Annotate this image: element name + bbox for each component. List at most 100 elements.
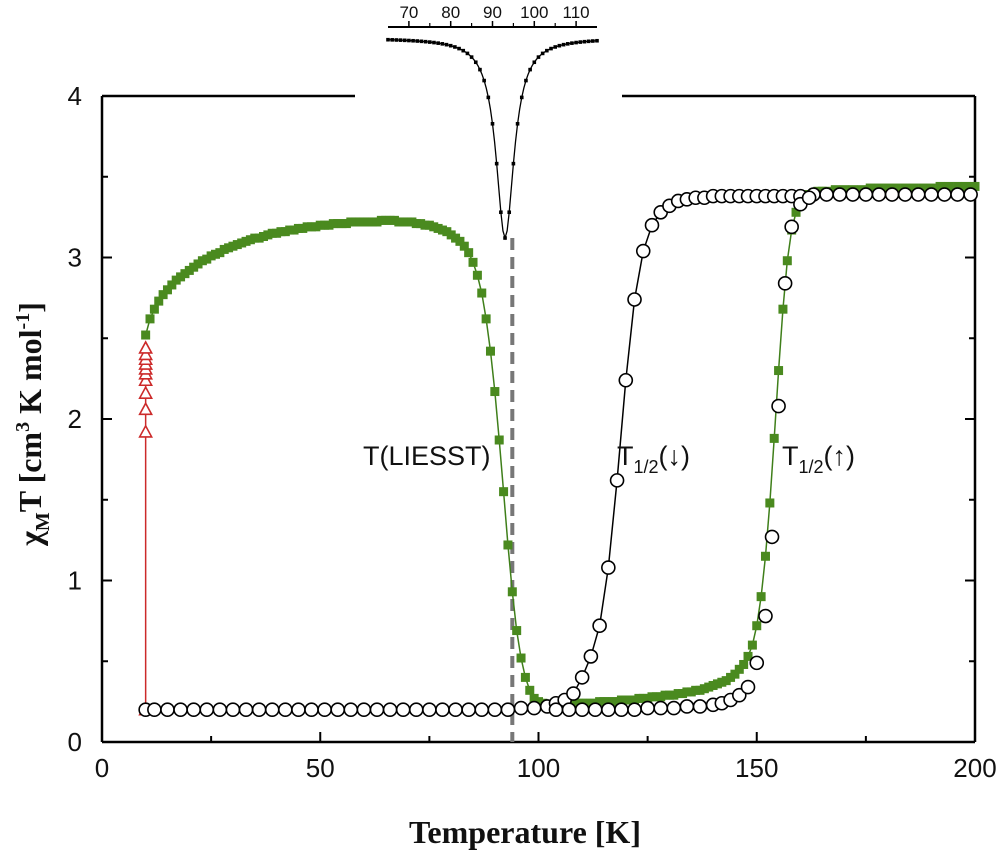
inset-derivative-point — [532, 60, 537, 65]
inset-derivative-point — [486, 95, 491, 100]
annotation-t-half-down-arrow: (↓) — [659, 441, 690, 471]
green-square-point — [782, 256, 792, 266]
inset-derivative-point — [515, 121, 520, 126]
annotation-t-half-down-t: T — [617, 441, 634, 471]
open-circle-point — [740, 679, 756, 695]
inset-derivative-point — [428, 40, 432, 44]
circle-series — [138, 187, 978, 718]
inset-derivative-point — [565, 42, 570, 46]
inset-derivative-point — [482, 78, 486, 83]
annotation-t-half-down: T1/2(↓) — [617, 441, 690, 477]
open-circle-point — [251, 702, 267, 718]
annotation-t-liesst: T(LIESST) — [363, 441, 491, 471]
green-square-point — [455, 236, 465, 246]
open-circle-point — [225, 702, 241, 718]
open-circle-point — [845, 187, 861, 202]
open-circle-point — [601, 560, 616, 575]
inset-tick-label: 80 — [441, 3, 460, 22]
open-circle-point — [614, 702, 629, 718]
inset-derivative-point — [398, 38, 403, 42]
inset-derivative-point — [570, 41, 574, 45]
inset-derivative-point — [545, 48, 549, 53]
open-circle-point — [561, 702, 577, 718]
green-square-point — [918, 183, 928, 193]
open-circle-point — [653, 700, 669, 716]
inset-derivative-point — [411, 38, 415, 43]
y-axis-sub: M — [32, 512, 54, 531]
green-square-point — [739, 659, 749, 669]
green-square-point — [909, 183, 919, 193]
open-circle-point — [587, 702, 603, 718]
inset-derivative-point — [595, 38, 599, 43]
open-circle-point — [566, 686, 581, 701]
green-square-point — [756, 592, 766, 602]
inset-derivative-point — [469, 55, 474, 59]
inset-derivative-point — [394, 38, 399, 42]
y-axis-sup1: 3 — [12, 422, 34, 432]
inset-derivative-point — [557, 43, 562, 48]
open-circle-point — [199, 702, 215, 718]
inset-derivative-point — [490, 121, 495, 126]
open-circle-point — [601, 702, 616, 718]
inset-derivative-point — [553, 45, 557, 49]
axis-ticks: 0 50 100 150 200 0 1 2 3 4 — [68, 81, 997, 783]
green-square-point — [953, 181, 963, 191]
x-tick-label: 0 — [95, 753, 109, 783]
open-circle-point — [369, 702, 385, 718]
open-circle-point — [749, 655, 765, 671]
open-circle-point — [609, 473, 625, 488]
green-square-point — [145, 314, 155, 324]
open-circle-point — [435, 702, 450, 718]
inset-derivative-point — [432, 40, 436, 45]
open-circle-point — [871, 187, 887, 202]
open-circle-point — [627, 292, 642, 307]
open-circle-point — [731, 687, 747, 703]
inset-derivative-point — [419, 39, 424, 44]
open-circle-point — [910, 187, 926, 202]
inset-derivative-point — [444, 42, 449, 47]
open-circle-point — [897, 187, 913, 202]
open-circle-point — [317, 702, 332, 718]
inset-derivative-point — [453, 45, 457, 49]
open-triangle-point — [138, 401, 153, 416]
green-square-point — [472, 270, 482, 280]
annotation-t-half-down-sub: 1/2 — [634, 457, 659, 477]
x-tick-label: 200 — [953, 753, 996, 783]
green-square-point — [154, 296, 164, 306]
inset-derivative-point — [524, 78, 528, 83]
y-tick-label: 4 — [68, 81, 82, 111]
green-square-point — [507, 587, 517, 597]
green-square-point — [769, 433, 779, 443]
x-tick-label: 50 — [306, 753, 335, 783]
inset-derivative-point — [582, 39, 587, 44]
green-square-point — [485, 346, 495, 356]
inset-derivative-point — [499, 210, 503, 215]
green-square-point — [516, 653, 526, 663]
green-square-point — [167, 280, 177, 290]
inset-tick-label: 110 — [563, 3, 590, 22]
open-triangle-point — [138, 372, 153, 387]
green-square-point — [747, 640, 757, 650]
annotation-t-half-up: T1/2(↑) — [782, 441, 855, 477]
annotation-t-half-up-sub: 1/2 — [799, 457, 824, 477]
open-circle-point — [474, 702, 490, 718]
x-tick-label: 100 — [517, 753, 560, 783]
open-circle-point — [526, 700, 542, 716]
open-circle-point — [618, 372, 634, 388]
green-square-point — [494, 435, 504, 445]
green-square-point — [490, 387, 500, 397]
inset-derivative-point — [519, 95, 524, 100]
green-square-point — [734, 664, 744, 674]
inset-derivative-point — [478, 67, 482, 72]
open-circle-point — [679, 699, 695, 714]
green-square-point — [730, 669, 740, 679]
open-circle-point — [343, 702, 359, 718]
open-circle-point — [858, 187, 874, 202]
open-circle-point — [801, 190, 817, 206]
green-square-point — [468, 257, 478, 267]
y-axis-end: ] — [12, 302, 48, 313]
green-square-point — [935, 181, 945, 191]
inset-derivative-point — [473, 60, 478, 65]
inset-derivative-line — [387, 39, 598, 241]
green-square-point — [865, 183, 875, 193]
